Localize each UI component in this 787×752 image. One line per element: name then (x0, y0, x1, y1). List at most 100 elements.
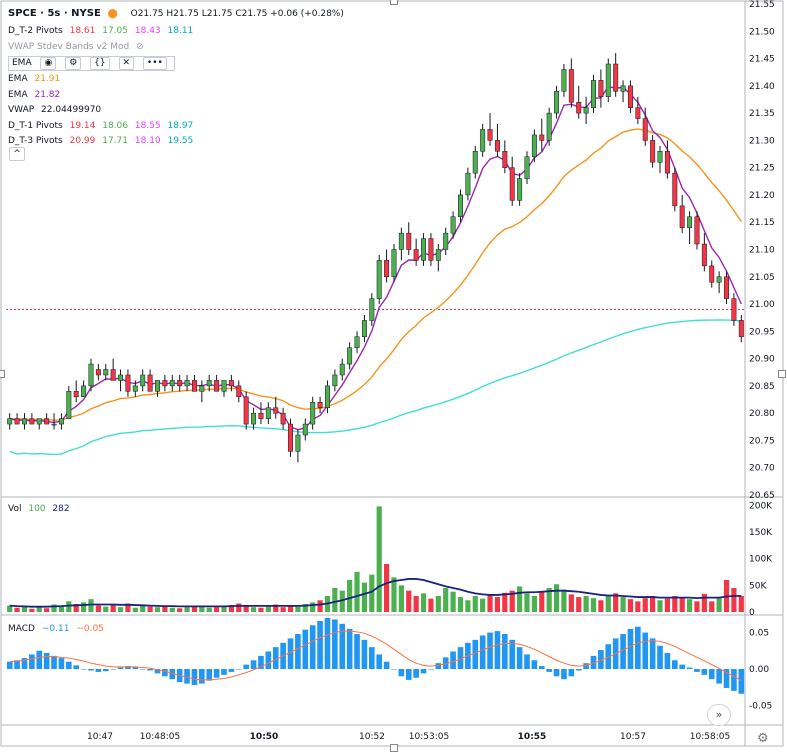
candle-body (701, 243, 707, 267)
macd-histogram-bar (649, 638, 656, 669)
hidden-eye-icon[interactable]: ⊘ (136, 42, 144, 52)
volume-bar (605, 596, 611, 612)
candle-body (716, 276, 722, 283)
legend-dt2[interactable]: D_T-2 Pivots 18.61 17.05 18.43 18.11 (8, 25, 197, 37)
candle-body (524, 156, 530, 179)
candle-body (22, 418, 27, 425)
macd-histogram-bar (686, 667, 693, 669)
volume-bar (287, 605, 294, 612)
price-tick-label: 21.35 (749, 109, 775, 119)
candle-body (435, 249, 441, 261)
volume-bar (672, 596, 678, 612)
volume-bar (265, 606, 271, 612)
macd-histogram-bar (627, 628, 634, 669)
price-tick-label: 21.25 (749, 164, 775, 174)
source-code-icon[interactable]: {} (90, 57, 110, 70)
legend-vwap[interactable]: VWAP 22.04499970 (8, 104, 105, 116)
volume-bar (214, 607, 220, 612)
macd-histogram-bar (302, 629, 309, 669)
candle-body (184, 380, 190, 387)
candle-body (221, 380, 227, 392)
macd-tick-label: 0.05 (749, 629, 769, 639)
volume-bar (184, 607, 190, 612)
volume-bar (509, 590, 515, 612)
candle-body (58, 418, 64, 425)
legend-ema2[interactable]: EMA 21.82 (8, 89, 64, 101)
macd-legend-v1: −0.11 (41, 624, 70, 634)
candle-body (251, 412, 257, 425)
candle-body (687, 216, 693, 228)
volume-bar (243, 605, 249, 612)
candle-body (103, 369, 109, 376)
settings-icon[interactable]: ⚙ (65, 57, 82, 70)
replay-icon[interactable]: ⬤ (107, 9, 118, 19)
legend-dt1[interactable]: D_T-1 Pivots 19.14 18.06 18.55 18.97 (8, 120, 197, 132)
resize-handle-right[interactable] (778, 370, 786, 378)
macd-histogram-bar (605, 644, 612, 669)
vwap-line (9, 319, 742, 456)
macd-histogram-bar (442, 657, 449, 669)
legend-dt3[interactable]: D_T-3 Pivots 20.99 17.71 18.10 19.55 (8, 135, 197, 147)
price-tick-label: 20.70 (749, 464, 775, 474)
price-tick-label: 20.95 (749, 327, 775, 337)
macd-histogram-bar (405, 669, 412, 680)
eye-icon[interactable]: ◉ (40, 57, 57, 70)
macd-histogram-bar (206, 669, 213, 681)
resize-handle-left[interactable] (0, 370, 5, 378)
resize-handle-bottom[interactable] (390, 744, 398, 752)
volume-bar (657, 600, 663, 612)
symbol-title[interactable]: SPCE · 5s · NYSE (8, 8, 101, 19)
legend-dt1-v4: 18.97 (167, 121, 194, 131)
macd-histogram-bar (154, 669, 161, 674)
volume-bar (568, 594, 574, 612)
legend-ema2-label: EMA (8, 90, 28, 100)
legend-ema1[interactable]: EMA 21.91 (8, 73, 64, 85)
macd-histogram-bar (51, 655, 57, 669)
candle-body (29, 418, 35, 425)
volume-bar (154, 607, 161, 612)
volume-bar (502, 592, 508, 612)
candle-body (132, 385, 138, 392)
candle-body (679, 205, 685, 228)
volume-bar (391, 577, 397, 612)
legend-dt1-label: D_T-1 Pivots (8, 121, 63, 131)
macd-histogram-bar (502, 634, 508, 669)
more-icon[interactable]: ••• (142, 57, 167, 70)
macd-histogram-bar (398, 669, 405, 677)
vol-legend[interactable]: Vol 100 282 (8, 503, 74, 515)
candle-body (398, 232, 404, 250)
collapse-legend-button[interactable]: ^ (9, 147, 25, 161)
volume-bar (36, 607, 42, 612)
volume-bar (206, 607, 212, 612)
volume-bar (576, 597, 582, 612)
resize-handle-top[interactable] (390, 0, 398, 5)
legend-vwap-bands[interactable]: VWAP Stdev Bands v2 Mod ⊘ (8, 41, 148, 53)
scroll-to-realtime-button[interactable]: » (707, 704, 731, 726)
macd-histogram-bar (29, 654, 35, 669)
volume-bar (117, 607, 124, 612)
volume-bar (435, 596, 441, 612)
volume-bar (420, 593, 427, 612)
macd-histogram-bar (125, 666, 131, 669)
legend-dt2-label: D_T-2 Pivots (8, 26, 63, 36)
candle-body (450, 216, 456, 234)
legend-ema-active[interactable]: EMA ◉ ⚙ {} ✕ ••• (8, 56, 175, 71)
ohlc-readout: O21.75 H21.75 L21.75 C21.75 +0.06 (+0.28… (130, 9, 344, 19)
price-tick-label: 21.50 (749, 27, 775, 37)
legend-dt2-v3: 18.43 (134, 26, 161, 36)
gear-icon[interactable]: ⚙ (757, 731, 769, 746)
volume-bar (280, 607, 286, 612)
candle-body (731, 298, 737, 321)
macd-histogram-bar (428, 669, 434, 670)
macd-histogram-bar (516, 647, 523, 669)
close-icon[interactable]: ✕ (118, 57, 135, 70)
legend-vwap-label: VWAP (8, 105, 35, 115)
volume-bar (613, 593, 619, 612)
candle-body (598, 80, 604, 97)
candle-body (51, 423, 57, 426)
macd-histogram-bar (472, 639, 479, 669)
macd-legend[interactable]: MACD −0.11 −0.05 (8, 623, 108, 635)
volume-bar (679, 597, 685, 612)
